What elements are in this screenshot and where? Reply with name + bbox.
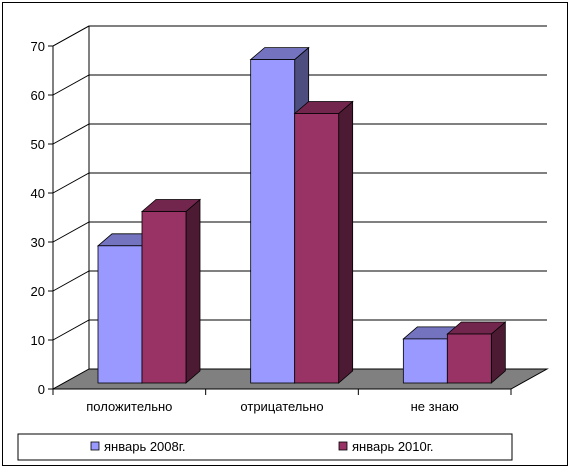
bar-side-s1-c1 [338,100,354,384]
gridline-70 [52,25,547,47]
gridline-40 [52,172,547,194]
x-tick-label-1: отрицательно [240,399,323,414]
x-tick-label-0: положительно [86,399,172,414]
legend-label-2010: январь 2010г. [352,439,434,454]
bar-chart: 0 10 20 30 40 50 60 70 положительно отрицательно… [17,25,549,461]
legend-swatch-2010 [338,441,348,451]
y-tick-label-60: 60 [31,88,45,103]
bar-s0-c0 [97,245,143,384]
legend-swatch-2008 [90,441,100,451]
bar-s1-c0 [141,211,187,384]
y-tick-label-0: 0 [38,382,45,397]
legend: январь 2008г. январь 2010г. [17,433,513,461]
legend-box [17,433,513,461]
bar-s1-c2 [446,333,492,384]
y-axis: 0 10 20 30 40 50 60 70 [31,25,90,397]
gridline-20 [52,270,547,292]
bars [96,46,507,384]
y-tick-label-70: 70 [31,39,45,54]
legend-label-2008: январь 2008г. [104,439,186,454]
bar-side-s1-c0 [185,198,201,384]
bar-s0-c1 [250,59,296,384]
bar-s0-c2 [402,338,448,384]
gridline-50 [52,123,547,145]
x-axis: положительно отрицательно не знаю [52,388,512,414]
bar-s1-c1 [294,113,340,384]
y-tick-label-10: 10 [31,333,45,348]
y-tick-label-30: 30 [31,235,45,250]
gridline-60 [52,74,547,96]
gridline-10 [52,319,547,341]
x-tick-label-2: не знаю [411,399,459,414]
gridline-30 [52,221,547,243]
y-tick-label-20: 20 [31,284,45,299]
y-tick-label-50: 50 [31,137,45,152]
y-tick-label-40: 40 [31,186,45,201]
chart-frame: 0 10 20 30 40 50 60 70 положительно отрицательно… [2,2,568,466]
y-axis-top-edge [52,25,90,47]
